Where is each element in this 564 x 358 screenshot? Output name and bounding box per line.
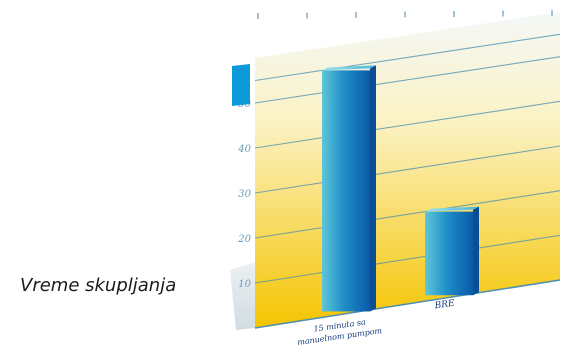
side-label: Vreme skupljanja bbox=[20, 275, 177, 296]
bar-top bbox=[322, 65, 376, 71]
y-tick-label: 30 bbox=[238, 189, 251, 200]
chart-floor bbox=[230, 262, 255, 330]
y-tick-label: 40 bbox=[237, 144, 251, 155]
category-label: BRE bbox=[433, 299, 456, 312]
gridline bbox=[254, 33, 561, 82]
y-tick-label: 10 bbox=[238, 279, 251, 290]
bar bbox=[322, 70, 370, 312]
bar-top bbox=[425, 206, 479, 212]
bar-side bbox=[473, 206, 479, 296]
gridline bbox=[254, 145, 561, 194]
gridline bbox=[254, 234, 561, 284]
accent-block bbox=[232, 64, 250, 106]
bar-side bbox=[370, 65, 376, 312]
gridline bbox=[254, 100, 561, 149]
bar bbox=[425, 211, 473, 296]
gridline bbox=[254, 56, 561, 104]
y-tick-label: 20 bbox=[237, 234, 251, 245]
baseline bbox=[254, 279, 561, 329]
gridline bbox=[254, 190, 561, 239]
